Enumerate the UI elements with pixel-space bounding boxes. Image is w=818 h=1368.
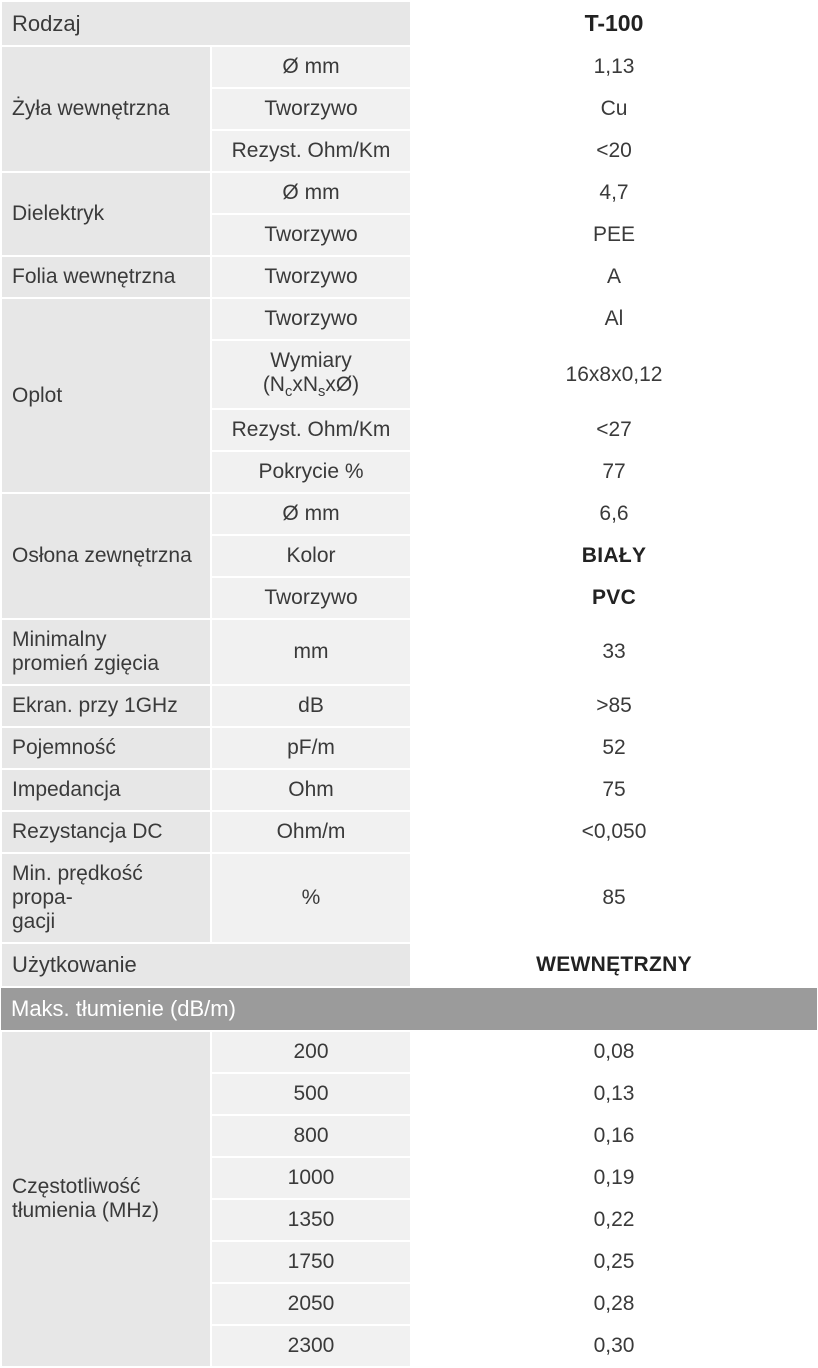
param-label: Ohm xyxy=(211,769,411,811)
attenuation-freq: 200 xyxy=(211,1031,411,1073)
param-label: Tworzywo xyxy=(211,256,411,298)
param-label: pF/m xyxy=(211,727,411,769)
param-value: 85 xyxy=(411,853,817,943)
attenuation-freq: 500 xyxy=(211,1073,411,1115)
param-value: PEE xyxy=(411,214,817,256)
param-value: Al xyxy=(411,298,817,340)
param-value: <0,050 xyxy=(411,811,817,853)
spec-row: Żyła wewnętrznaØ mm1,13 xyxy=(1,46,817,88)
attenuation-value: 0,28 xyxy=(411,1283,817,1325)
attenuation-section-title: Maks. tłumienie (dB/m) xyxy=(1,987,817,1031)
param-label: Tworzywo xyxy=(211,577,411,619)
param-value: 1,13 xyxy=(411,46,817,88)
group-label: Folia wewnętrzna xyxy=(1,256,211,298)
param-label: % xyxy=(211,853,411,943)
param-value: 33 xyxy=(411,619,817,685)
param-label: Tworzywo xyxy=(211,214,411,256)
param-label: mm xyxy=(211,619,411,685)
attenuation-freq: 2300 xyxy=(211,1325,411,1367)
param-value: 75 xyxy=(411,769,817,811)
header-row: RodzajT-100 xyxy=(1,1,817,46)
spec-row: OplotTworzywoAl xyxy=(1,298,817,340)
group-label: Pojemność xyxy=(1,727,211,769)
attenuation-value: 0,08 xyxy=(411,1031,817,1073)
param-label: Wymiary(NcxNsxØ) xyxy=(211,340,411,409)
spec-row: Osłona zewnętrznaØ mm6,6 xyxy=(1,493,817,535)
group-label: Impedancja xyxy=(1,769,211,811)
param-value: <20 xyxy=(411,130,817,172)
param-label: Kolor xyxy=(211,535,411,577)
param-label: Ø mm xyxy=(211,46,411,88)
group-label: Ekran. przy 1GHz xyxy=(1,685,211,727)
param-value: 77 xyxy=(411,451,817,493)
spec-row: Min. prędkość propa-gacji%85 xyxy=(1,853,817,943)
param-label: Ohm/m xyxy=(211,811,411,853)
attenuation-value: 0,22 xyxy=(411,1199,817,1241)
spec-row: DielektrykØ mm4,7 xyxy=(1,172,817,214)
group-label: Osłona zewnętrzna xyxy=(1,493,211,619)
param-value: 4,7 xyxy=(411,172,817,214)
attenuation-freq: 2050 xyxy=(211,1283,411,1325)
param-value: 6,6 xyxy=(411,493,817,535)
param-label: Tworzywo xyxy=(211,88,411,130)
header-model: T-100 xyxy=(411,1,817,46)
spec-row: Minimalnypromień zgięciamm33 xyxy=(1,619,817,685)
group-label: Dielektryk xyxy=(1,172,211,256)
param-label: Ø mm xyxy=(211,172,411,214)
group-label: Min. prędkość propa-gacji xyxy=(1,853,211,943)
param-value: A xyxy=(411,256,817,298)
section-title-cell: Maks. tłumienie (dB/m) xyxy=(1,987,817,1031)
param-label: dB xyxy=(211,685,411,727)
attenuation-freq: 1750 xyxy=(211,1241,411,1283)
param-value: <27 xyxy=(411,409,817,451)
spec-row: Rezystancja DCOhm/m<0,050 xyxy=(1,811,817,853)
group-label: Żyła wewnętrzna xyxy=(1,46,211,172)
spec-table: RodzajT-100Żyła wewnętrznaØ mm1,13Tworzy… xyxy=(0,0,818,1368)
attenuation-freq: 1000 xyxy=(211,1157,411,1199)
attenuation-value: 0,25 xyxy=(411,1241,817,1283)
usage-value: WEWNĘTRZNY xyxy=(411,943,817,987)
param-label: Pokrycie % xyxy=(211,451,411,493)
usage-row: UżytkowanieWEWNĘTRZNY xyxy=(1,943,817,987)
param-label: Rezyst. Ohm/Km xyxy=(211,130,411,172)
attenuation-group-label: Częstotliwośćtłumienia (MHz) xyxy=(1,1031,211,1367)
usage-label: Użytkowanie xyxy=(1,943,411,987)
attenuation-value: 0,30 xyxy=(411,1325,817,1367)
param-value: 52 xyxy=(411,727,817,769)
param-value: BIAŁY xyxy=(411,535,817,577)
param-value: >85 xyxy=(411,685,817,727)
attenuation-value: 0,19 xyxy=(411,1157,817,1199)
attenuation-freq: 800 xyxy=(211,1115,411,1157)
param-label: Rezyst. Ohm/Km xyxy=(211,409,411,451)
attenuation-value: 0,13 xyxy=(411,1073,817,1115)
attenuation-value: 0,16 xyxy=(411,1115,817,1157)
group-label: Minimalnypromień zgięcia xyxy=(1,619,211,685)
spec-row: PojemnośćpF/m52 xyxy=(1,727,817,769)
attenuation-row: Częstotliwośćtłumienia (MHz)2000,08 xyxy=(1,1031,817,1073)
group-label: Rezystancja DC xyxy=(1,811,211,853)
param-label: Tworzywo xyxy=(211,298,411,340)
param-label: Ø mm xyxy=(211,493,411,535)
header-label: Rodzaj xyxy=(1,1,411,46)
spec-row: Ekran. przy 1GHzdB>85 xyxy=(1,685,817,727)
param-value: 16x8x0,12 xyxy=(411,340,817,409)
spec-row: ImpedancjaOhm75 xyxy=(1,769,817,811)
spec-row: Folia wewnętrznaTworzywoA xyxy=(1,256,817,298)
param-value: PVC xyxy=(411,577,817,619)
group-label: Oplot xyxy=(1,298,211,493)
param-value: Cu xyxy=(411,88,817,130)
attenuation-freq: 1350 xyxy=(211,1199,411,1241)
